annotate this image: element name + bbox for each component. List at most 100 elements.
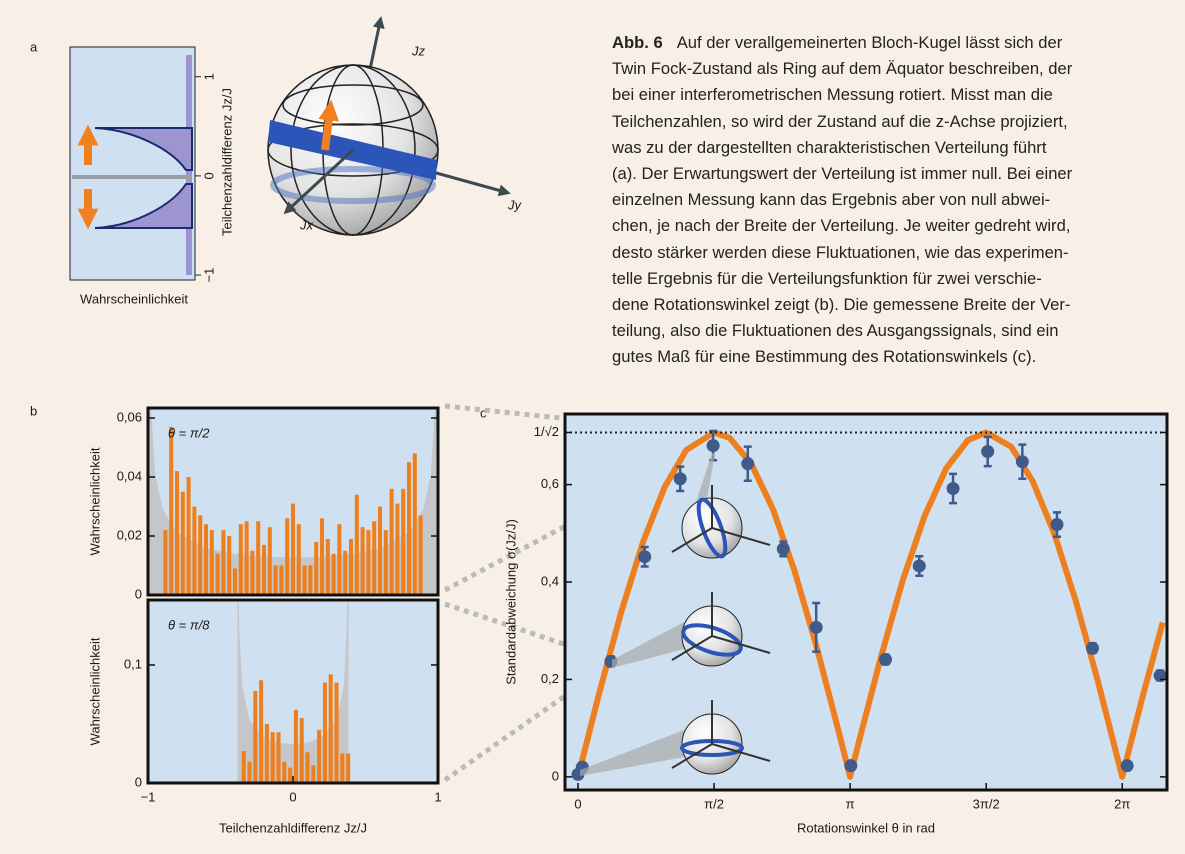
bloch-sphere: Jz Jx Jy	[268, 22, 523, 235]
annotation: θ = π/2	[168, 425, 210, 440]
bar	[253, 691, 257, 783]
bar	[332, 554, 336, 595]
caption-line: telle Ergebnis für die Verteilungsfunkti…	[612, 266, 1184, 292]
bar	[407, 462, 411, 595]
bar	[242, 751, 246, 783]
axis-label: Jz	[411, 43, 426, 58]
bar	[337, 524, 341, 595]
bar	[334, 683, 338, 783]
x-axis-label: Wahrscheinlichkeit	[80, 291, 188, 306]
bar	[366, 530, 370, 595]
data-point	[844, 759, 857, 772]
bar	[346, 753, 350, 783]
axis-label: Jx	[299, 217, 314, 232]
bar	[320, 518, 324, 595]
data-point	[1086, 642, 1099, 655]
panel-label: b	[30, 403, 37, 418]
bar	[390, 489, 394, 595]
data-point	[913, 559, 926, 572]
caption-line: gutes Maß für eine Bestimmung des Rotati…	[612, 344, 1184, 370]
bar	[294, 710, 298, 783]
bar	[245, 521, 249, 595]
bar	[300, 718, 304, 783]
bar	[317, 730, 321, 783]
bar	[268, 527, 272, 595]
panel-label: c	[480, 405, 487, 420]
y-tick-label: 1/√2	[534, 424, 559, 439]
bar	[355, 495, 359, 595]
y-tick-label: 0,2	[541, 671, 559, 686]
data-point	[879, 653, 892, 666]
x-tick-label: π/2	[704, 796, 724, 811]
bar	[259, 680, 263, 783]
caption-line: Teilchenzahlen, so wird der Zustand auf …	[612, 109, 1184, 135]
y-tick-label: 0	[135, 586, 142, 601]
bar	[282, 762, 286, 783]
zoom-line	[445, 406, 560, 418]
bar	[401, 489, 405, 595]
y-tick-label: 0,04	[117, 468, 142, 483]
axis-label: Jy	[507, 197, 523, 212]
y-tick-label: 0	[552, 768, 559, 783]
data-point	[810, 621, 823, 634]
bar	[297, 524, 301, 595]
bar	[311, 765, 315, 783]
bar	[239, 524, 243, 595]
bar	[378, 507, 382, 595]
bar	[250, 551, 254, 595]
arrow	[325, 110, 330, 150]
bar	[262, 545, 266, 595]
data-point	[1016, 455, 1029, 468]
bar	[305, 752, 309, 783]
y-tick-label: 0,06	[117, 409, 142, 424]
y-tick-label: 0	[201, 172, 216, 179]
bar	[271, 732, 275, 783]
bar	[288, 768, 292, 783]
data-point	[638, 550, 651, 563]
data-point	[674, 472, 687, 485]
bar	[192, 507, 196, 595]
y-axis-label: Teilchenzahldifferenz Jz/J	[219, 88, 234, 236]
annotation: θ = π/8	[168, 617, 210, 632]
caption-line: teilung, also die Fluktuationen des Ausg…	[612, 318, 1184, 344]
bar	[169, 427, 173, 595]
bar	[326, 539, 330, 595]
bar	[187, 477, 191, 595]
bar	[279, 566, 283, 595]
bar	[343, 551, 347, 595]
bar	[329, 674, 333, 783]
bar	[216, 554, 220, 595]
bar	[210, 530, 214, 595]
caption-line: desto stärker werden diese Fluktuationen…	[612, 240, 1184, 266]
y-axis-label: Wahrscheinlichkeit	[87, 447, 102, 555]
bar	[233, 568, 237, 595]
bar	[285, 518, 289, 595]
caption-line: chen, je nach der Breite der Verteilung.…	[612, 213, 1184, 239]
caption-line: einzelnen Messung kann das Ergebnis aber…	[612, 187, 1184, 213]
bar	[181, 492, 185, 595]
y-tick-label: 0,4	[541, 573, 559, 588]
y-axis-label: Wahrscheinlichkeit	[87, 637, 102, 745]
data-point	[741, 457, 754, 470]
bar	[384, 530, 388, 595]
bar	[395, 504, 399, 595]
y-tick-label: 0,6	[541, 476, 559, 491]
panel-label: a	[30, 39, 38, 54]
bar	[349, 539, 353, 595]
data-point	[981, 445, 994, 458]
caption-line: was zu der dargestellten charakteristisc…	[612, 135, 1184, 161]
x-tick-label: −1	[141, 789, 156, 804]
caption-line: dene Rotationswinkel zeigt (b). Die geme…	[612, 292, 1184, 318]
y-axis-label: Standardabweichung σ(Jz/J)	[503, 519, 518, 685]
x-axis-label: Rotationswinkel θ in rad	[797, 820, 935, 835]
caption-label: Abb. 6	[612, 33, 663, 52]
page: a b c Wahrscheinlichkeit Teilchenzahldif…	[0, 0, 1185, 854]
bar	[314, 542, 318, 595]
caption-line: (a). Der Erwartungswert der Verteilung i…	[612, 161, 1184, 187]
chart: 00,020,040,06θ = π/2Wahrscheinlichkeit	[87, 300, 438, 601]
bar	[308, 566, 312, 595]
x-tick-label: π	[846, 796, 855, 811]
bar	[221, 530, 225, 595]
